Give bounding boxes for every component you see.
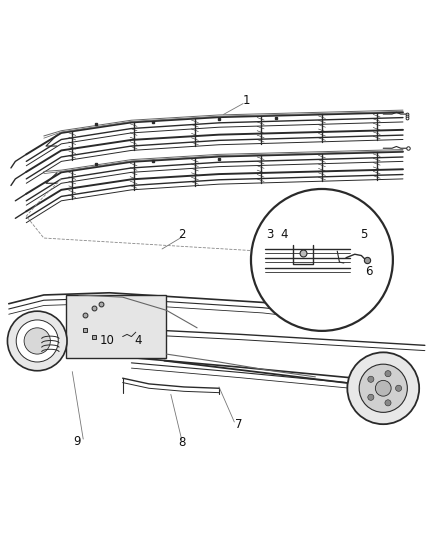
Text: 8: 8 [178, 436, 185, 449]
Circle shape [385, 370, 391, 377]
Circle shape [251, 189, 393, 331]
Circle shape [368, 394, 374, 400]
Text: 7: 7 [235, 418, 243, 431]
Text: 9: 9 [73, 435, 81, 448]
Text: 5: 5 [360, 229, 367, 241]
Circle shape [396, 385, 402, 391]
Text: 4: 4 [134, 335, 142, 348]
Circle shape [7, 311, 67, 371]
Text: 6: 6 [365, 265, 373, 278]
FancyBboxPatch shape [66, 295, 166, 359]
Circle shape [16, 320, 58, 362]
Circle shape [385, 400, 391, 406]
Circle shape [24, 328, 50, 354]
Text: 10: 10 [100, 335, 115, 348]
Circle shape [375, 381, 391, 396]
Text: 2: 2 [178, 229, 186, 241]
Circle shape [368, 376, 374, 382]
Circle shape [359, 364, 407, 413]
Text: 1: 1 [243, 94, 251, 108]
Text: 4: 4 [280, 229, 288, 241]
Circle shape [347, 352, 419, 424]
Text: 3: 3 [267, 229, 274, 241]
